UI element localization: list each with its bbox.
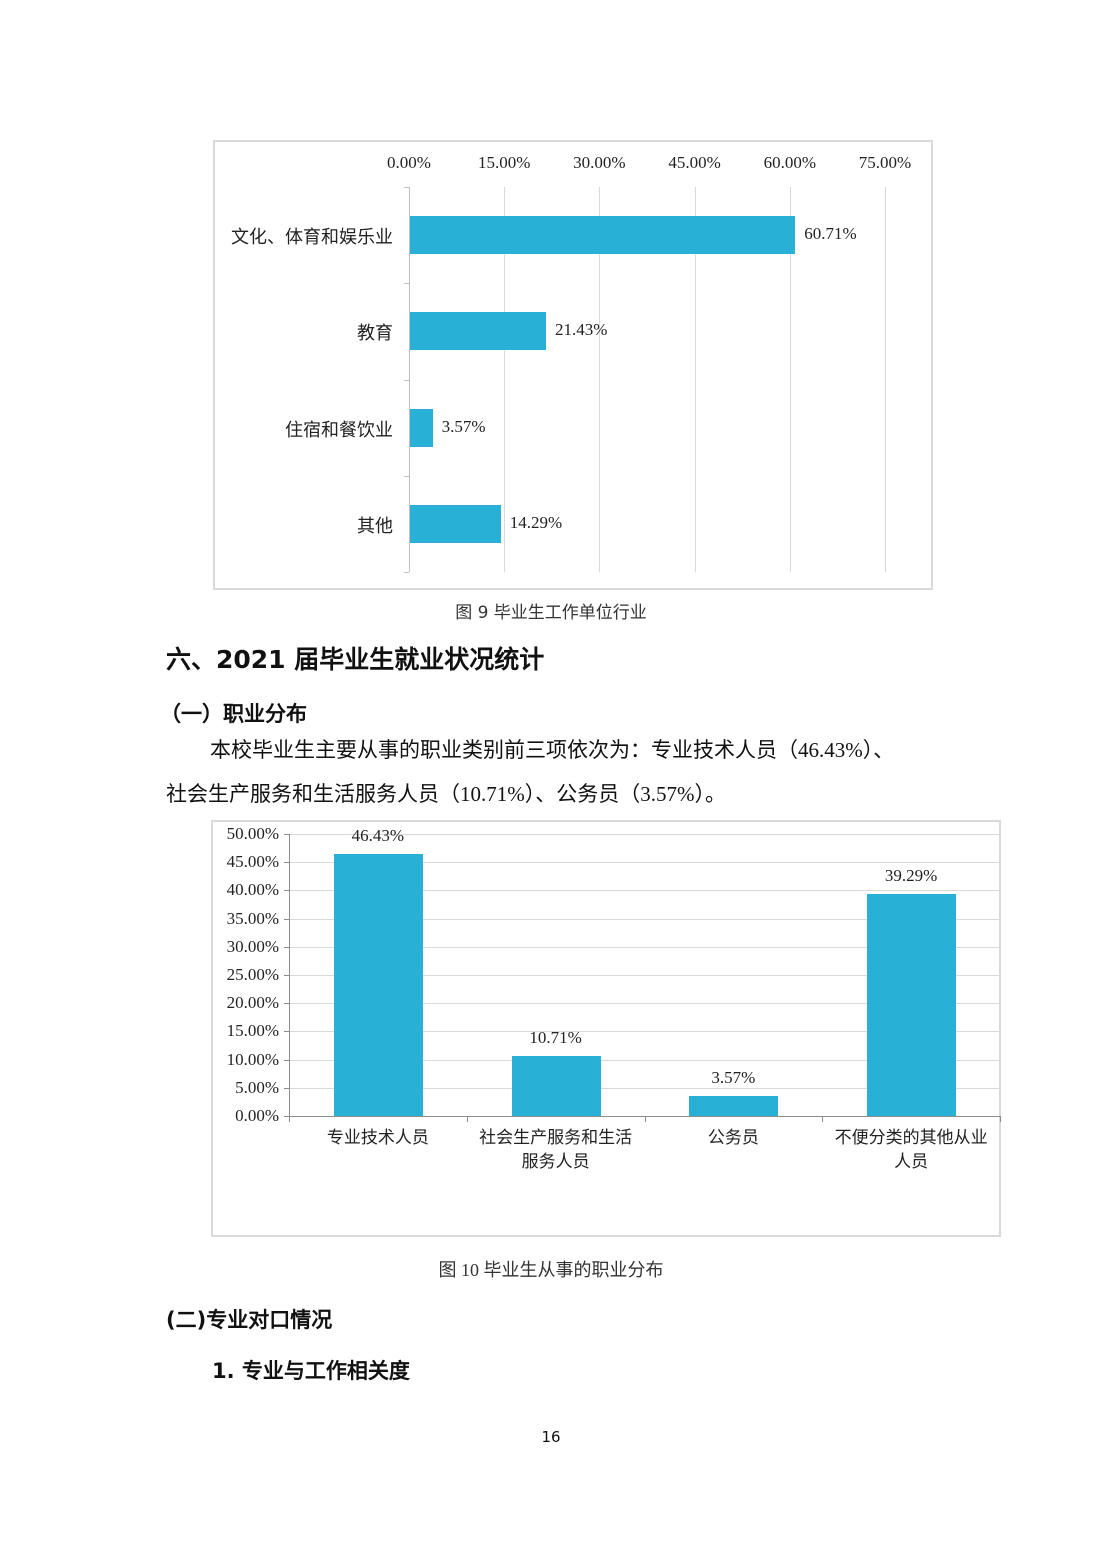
y-tick-label: 15.00% [226,1021,279,1041]
x-tick-mark [466,1116,468,1122]
y-tick-mark [404,379,409,381]
y-tick-label: 35.00% [226,908,279,928]
y-axis-line [289,834,290,1116]
section6-heading: 六、2021 届毕业生就业状况统计 [166,645,545,674]
y-tick-mark [284,946,289,948]
x-tick-label: 45.00% [668,153,721,172]
y-tick-mark [284,1116,289,1117]
x-tick-mark [289,1116,290,1122]
bar-3 [867,894,957,1116]
category-label-line: 不便分类的其他从业 [834,1128,988,1148]
y-tick-label: 20.00% [226,993,279,1013]
subsection1-heading: （一）职业分布 [160,702,307,726]
category-label: 公务员 [645,1126,823,1150]
y-tick-label: 5.00% [235,1077,279,1097]
y-tick-mark [284,975,289,976]
bar-2 [689,1095,779,1116]
x-tick-label: 60.00% [763,153,816,172]
y-tick-mark [284,834,289,835]
y-gridline [289,1003,1000,1005]
y-tick-label: 0.00% [235,1106,279,1125]
y-tick-label: 10.00% [226,1049,279,1069]
y-tick-label: 30.00% [226,936,279,956]
value-label: 3.57% [711,1067,756,1087]
x-gridline [694,187,696,572]
value-label: 46.43% [351,826,405,846]
x-tick-label: 30.00% [573,153,626,172]
bar-1 [410,312,546,351]
x-gridline [504,187,506,572]
x-gridline [789,187,791,572]
paragraph-line-1: 本校毕业生主要从事的职业类别前三项依次为：专业技术人员（46.43%）、 [210,738,895,762]
bar-2 [410,408,433,447]
category-label-line: 专业技术人员 [326,1128,429,1148]
category-label: 教育 [357,323,393,344]
bar-0 [333,854,423,1116]
y-tick-mark [404,475,409,477]
bar-3 [410,504,501,543]
y-gridline [289,1087,1000,1089]
figure10-plot-area: 0.00% 5.00% 10.00% 15.00% 20.00% 25.00% 30.00%… [213,822,1001,1235]
y-tick-label: 40.00% [226,880,279,900]
y-gridline [289,1059,1000,1061]
value-label: 3.57% [441,416,486,436]
category-label: 社会生产服务和生活 服务人员 [467,1126,645,1174]
y-gridline [289,946,1000,948]
y-gridline [289,975,1000,976]
x-tick-label: 75.00% [858,153,912,172]
figure10-caption: 图 10 毕业生从事的职业分布 [438,1260,664,1280]
y-tick-mark [404,572,409,573]
y-tick-mark [284,918,289,920]
bar-0 [410,216,796,255]
x-tick-label: 0.00% [387,153,431,172]
x-tick-mark [1000,1116,1001,1122]
x-gridline [599,187,601,572]
x-tick-label: 15.00% [477,153,531,172]
y-tick-mark [284,1087,289,1089]
y-tick-mark [284,1003,289,1005]
category-label: 专业技术人员 [289,1126,467,1150]
y-gridline [289,890,1000,892]
x-tick-mark [822,1116,824,1122]
y-gridline [289,834,1000,835]
value-label: 21.43% [555,320,608,340]
category-label: 其他 [357,515,393,536]
subsection2-heading: (二)专业对口情况 [166,1308,333,1332]
y-tick-mark [284,1031,289,1033]
y-gridline [289,918,1000,920]
value-label: 39.29% [884,866,938,886]
bar-1 [511,1055,601,1116]
y-tick-mark [284,862,289,864]
y-gridline [289,862,1000,864]
y-tick-label: 50.00% [226,824,279,843]
page-number: 16 [541,1428,561,1446]
figure9-caption: 图 9 毕业生工作单位行业 [455,603,647,623]
category-label-line: 公务员 [707,1128,759,1148]
x-tick-mark [644,1116,646,1122]
figure10-chart: 0.00% 5.00% 10.00% 15.00% 20.00% 25.00% 30.00%… [211,820,1001,1237]
category-label-line: 服务人员 [521,1152,590,1172]
y-axis-line [409,187,410,572]
x-gridline [885,187,886,572]
y-gridline [289,1031,1000,1033]
figure9-plot-area: 0.00% 15.00% 30.00% 45.00% 60.00% 75.00% 文化、体育… [215,142,931,588]
y-tick-mark [404,187,409,188]
y-tick-label: 25.00% [226,965,279,984]
y-tick-label: 45.00% [226,852,279,872]
y-tick-mark [284,890,289,892]
value-label: 14.29% [509,512,563,532]
category-label: 住宿和餐饮业 [285,419,393,440]
category-label-line: 人员 [894,1152,929,1172]
value-label: 60.71% [804,224,857,244]
paragraph-line-2: 社会生产服务和生活服务人员（10.71%）、公务员（3.57%）。 [166,782,726,806]
value-label: 10.71% [529,1027,582,1047]
figure9-chart: 0.00% 15.00% 30.00% 45.00% 60.00% 75.00% 文化、体育… [213,140,933,590]
category-label-line: 社会生产服务和生活 [479,1128,633,1148]
subsection2-item1: 1. 专业与工作相关度 [212,1359,410,1383]
category-label: 文化、体育和娱乐业 [231,227,393,248]
y-tick-mark [404,283,409,285]
y-tick-mark [284,1059,289,1061]
category-label: 不便分类的其他从业 人员 [822,1126,1000,1174]
